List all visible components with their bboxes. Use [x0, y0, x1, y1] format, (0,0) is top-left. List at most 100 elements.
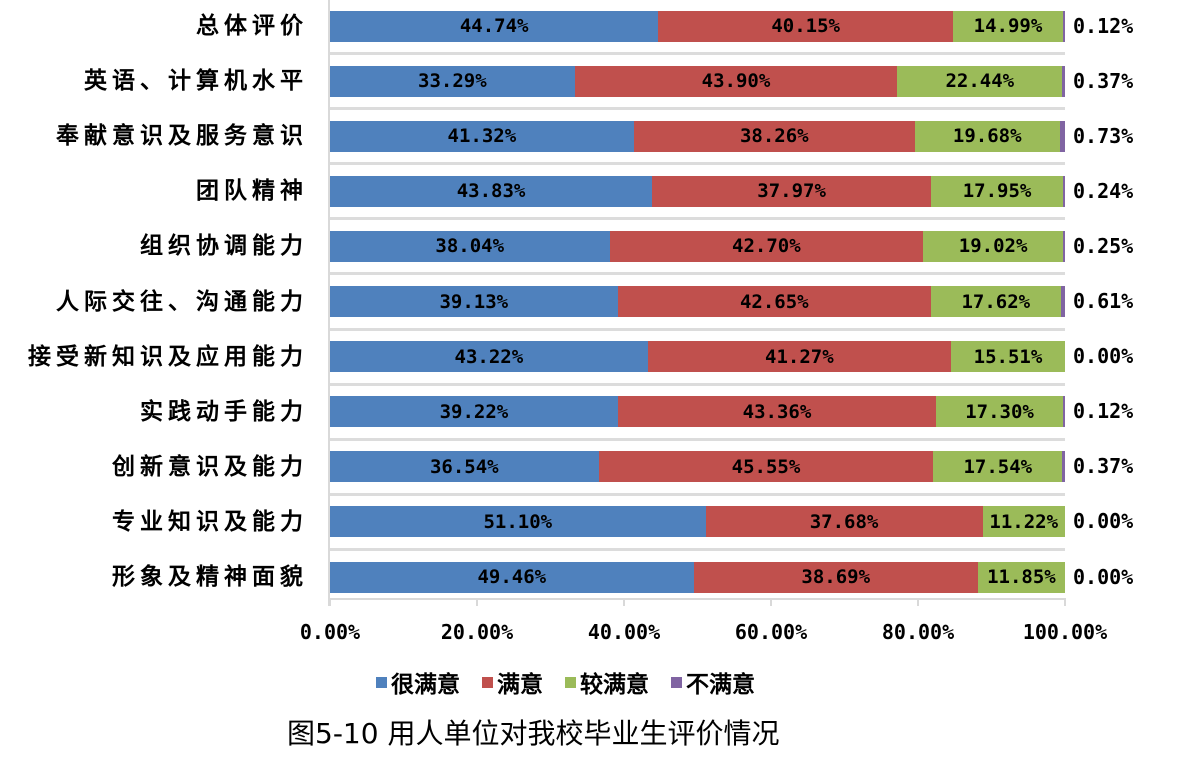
data-label: 38.04% — [435, 235, 505, 258]
data-label-unsatisfied: 0.12% — [1073, 399, 1134, 424]
bar-segment-purple — [1062, 65, 1065, 97]
stacked-bar: 44.74% 40.15% 14.99% — [330, 10, 1065, 42]
bar-segment-red: 42.65% — [617, 286, 932, 317]
data-label: 43.83% — [456, 180, 526, 203]
row-separator — [330, 52, 1065, 55]
bar-segment-green: 11.85% — [977, 561, 1065, 593]
data-label: 15.51% — [973, 345, 1043, 368]
data-label-unsatisfied: 0.24% — [1073, 178, 1134, 203]
bar-segment-purple — [1063, 396, 1066, 428]
data-label-unsatisfied: 0.00% — [1073, 509, 1134, 534]
row-separator — [330, 547, 1065, 551]
row-separator — [330, 382, 1065, 386]
category-label: 形象及精神面貌 — [112, 564, 308, 590]
category-label: 奉献意识及服务意识 — [56, 123, 308, 150]
bar-segment-blue: 39.22% — [330, 396, 618, 428]
bar-segment-green: 19.68% — [914, 120, 1060, 152]
legend: 很满意 满意 较满意 不满意 — [376, 665, 755, 699]
x-tick-label: 40.00% — [587, 620, 661, 644]
x-axis-line — [328, 598, 1066, 600]
row-separator — [330, 492, 1065, 496]
legend-label: 不满意 — [686, 672, 755, 698]
stacked-bar: 36.54% 45.55% 17.54% — [330, 451, 1065, 483]
legend-item-fairly-satisfied: 较满意 — [565, 665, 649, 699]
stacked-bar: 43.83% 37.97% 17.95% — [330, 175, 1065, 207]
bar-segment-blue: 43.22% — [330, 341, 648, 373]
data-label: 45.55% — [731, 455, 801, 478]
x-tick-mark — [917, 598, 919, 606]
data-label: 19.02% — [958, 235, 1028, 258]
legend-swatch-icon — [565, 676, 576, 688]
bar-segment-blue: 44.74% — [330, 10, 659, 42]
data-label: 51.10% — [483, 510, 553, 533]
data-label: 42.65% — [739, 290, 809, 313]
legend-swatch-icon — [482, 676, 493, 688]
category-label: 人际交往、沟通能力 — [56, 288, 308, 315]
stacked-bar: 33.29% 43.90% 22.44% — [330, 65, 1065, 97]
bar-segment-red: 37.97% — [652, 175, 932, 207]
category-label: 英语、计算机水平 — [84, 68, 308, 95]
x-tick-mark — [476, 598, 478, 606]
x-tick-label: 0.00% — [299, 620, 361, 644]
bar-segment-red: 45.55% — [598, 451, 934, 483]
category-label: 团队精神 — [196, 178, 308, 205]
row-separator — [330, 162, 1065, 166]
data-label: 37.68% — [809, 510, 879, 533]
data-label: 11.85% — [987, 566, 1056, 588]
data-label-unsatisfied: 0.00% — [1073, 344, 1134, 369]
data-label: 41.27% — [765, 345, 834, 368]
figure-caption: 图5-10 用人单位对我校毕业生评价情况 — [287, 717, 780, 750]
category-labels: 总体评价 英语、计算机水平 奉献意识及服务意识 团队精神 组织协调能力 人际交往、沟通能力… — [0, 0, 308, 600]
data-label-unsatisfied: 0.73% — [1073, 123, 1134, 148]
data-label-unsatisfied: 0.37% — [1073, 454, 1134, 479]
bar-segment-red: 41.27% — [647, 341, 951, 373]
legend-item-satisfied: 满意 — [482, 665, 543, 699]
bar-segment-red: 43.90% — [574, 65, 898, 97]
bar-segment-green: 17.62% — [931, 286, 1061, 317]
bar-segment-purple — [1060, 286, 1065, 317]
legend-swatch-icon — [376, 676, 387, 688]
bar-segment-purple — [1063, 10, 1065, 42]
category-label: 组织协调能力 — [140, 233, 308, 260]
bar-segment-green: 17.30% — [936, 396, 1064, 428]
data-label: 17.30% — [965, 400, 1034, 423]
data-label: 44.74% — [459, 15, 529, 37]
stacked-bar: 43.22% 41.27% 15.51% — [330, 341, 1065, 373]
data-label-unsatisfied: 0.61% — [1073, 289, 1134, 313]
x-tick-mark — [623, 598, 625, 606]
x-tick-label: 100.00% — [1022, 620, 1108, 644]
y-axis-line — [328, 0, 330, 606]
bar-segment-green: 19.02% — [923, 230, 1063, 262]
bar-segment-purple — [1062, 451, 1065, 483]
row-separator — [330, 107, 1065, 111]
bar-segment-red: 43.36% — [617, 396, 937, 428]
data-label: 37.97% — [757, 180, 826, 203]
x-tick-label: 20.00% — [440, 620, 514, 644]
row-separator — [330, 272, 1065, 276]
row-separator — [330, 437, 1065, 441]
legend-label: 满意 — [497, 672, 543, 698]
x-tick-label: 80.00% — [881, 620, 955, 644]
x-tick-mark — [770, 598, 772, 606]
data-label: 43.36% — [742, 400, 812, 423]
bar-segment-green: 17.95% — [931, 175, 1063, 207]
legend-item-very-satisfied: 很满意 — [376, 665, 460, 699]
data-label: 49.46% — [477, 566, 547, 588]
bar-segment-green: 11.22% — [982, 506, 1065, 538]
data-label: 14.99% — [973, 15, 1043, 37]
data-label: 40.15% — [771, 15, 840, 37]
legend-swatch-icon — [671, 676, 682, 688]
x-tick-mark — [329, 598, 331, 606]
data-label-unsatisfied: 0.37% — [1073, 68, 1134, 93]
stacked-bar: 41.32% 38.26% 19.68% — [330, 120, 1065, 152]
bar-segment-green: 22.44% — [897, 65, 1063, 97]
bar-segment-blue: 49.46% — [330, 561, 694, 593]
bar-segment-green: 14.99% — [953, 10, 1063, 42]
legend-label: 较满意 — [580, 672, 649, 698]
data-label: 39.13% — [439, 290, 509, 313]
category-label: 实践动手能力 — [140, 398, 308, 425]
bar-segment-purple — [1063, 230, 1065, 262]
bar-segment-blue: 38.04% — [330, 230, 610, 262]
bar-segment-blue: 39.13% — [330, 286, 618, 317]
